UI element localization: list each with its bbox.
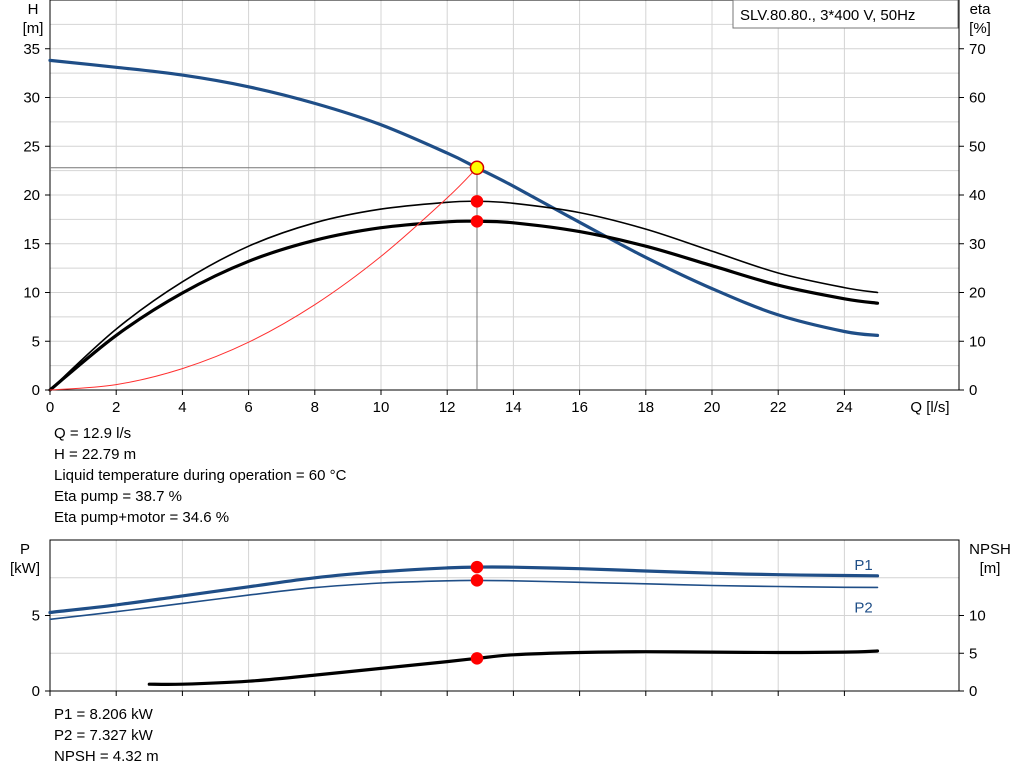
operating-point-marker (470, 560, 484, 574)
y-axis-label-left: P (20, 541, 30, 558)
readout-npsh: NPSH = 4.32 m (54, 748, 159, 765)
y-tick-label-right: 70 (969, 41, 986, 58)
y-tick-label-right: 40 (969, 187, 986, 204)
power-readouts: P1 = 8.206 kW P2 = 7.327 kW NPSH = 4.32 … (54, 704, 159, 767)
y-tick-label-right: 20 (969, 285, 986, 302)
y-tick-label-left: 20 (23, 187, 40, 204)
y-axis-label-right: [m] (980, 560, 1001, 577)
operating-point-marker (470, 574, 484, 587)
readout-p2: P2 = 7.327 kW (54, 727, 153, 744)
y-tick-label-left: 10 (23, 285, 40, 302)
readout-liquid-temperature: Liquid temperature during operation = 60… (54, 467, 347, 484)
y-axis-label-left: [m] (23, 20, 44, 37)
y-tick-label-left: 5 (32, 608, 40, 625)
series-line-3 (49, 167, 478, 391)
operating-point-marker (469, 160, 485, 176)
y-axis-label-right: NPSH (969, 541, 1011, 558)
readout-eta-pump: Eta pump = 38.7 % (54, 488, 182, 505)
y-tick-label-right: 50 (969, 138, 986, 155)
operating-point-readouts: Q = 12.9 l/s H = 22.79 m Liquid temperat… (54, 423, 346, 528)
y-tick-label-right: 5 (969, 645, 977, 662)
y-tick-label-right: 30 (969, 236, 986, 253)
y-axis-label-left: H (28, 1, 39, 18)
x-tick-label: 22 (770, 399, 787, 416)
operating-point-marker (470, 195, 484, 208)
readout-p1: P1 = 8.206 kW (54, 706, 153, 723)
y-tick-label-right: 0 (969, 683, 977, 700)
series-line-1 (49, 200, 879, 391)
x-tick-label: 4 (178, 399, 186, 416)
y-tick-label-right: 10 (969, 333, 986, 350)
x-tick-label: 12 (439, 399, 456, 416)
y-axis-label-right: eta (970, 1, 992, 18)
x-tick-label: 16 (571, 399, 588, 416)
x-tick-label: 14 (505, 399, 522, 416)
x-tick-label: 2 (112, 399, 120, 416)
chart-title: SLV.80.80., 3*400 V, 50Hz (740, 7, 915, 24)
y-tick-label-left: 0 (32, 382, 40, 399)
y-tick-label-left: 15 (23, 236, 40, 253)
series-label-p2: P2 (854, 599, 872, 616)
x-tick-label: 10 (373, 399, 390, 416)
series-line-2 (147, 649, 880, 687)
series-line-p1 (48, 565, 880, 615)
operating-point-marker (470, 215, 484, 228)
operating-point-marker (470, 652, 484, 665)
chart-title-box (732, 0, 959, 29)
x-tick-label: 8 (311, 399, 319, 416)
readout-head: H = 22.79 m (54, 446, 137, 463)
y-tick-label-right: 10 (969, 608, 986, 625)
y-tick-label-left: 35 (23, 41, 40, 58)
x-tick-label: 20 (704, 399, 721, 416)
x-axis-label: Q [l/s] (910, 399, 949, 416)
x-tick-label: 18 (637, 399, 654, 416)
readout-flow: Q = 12.9 l/s (54, 425, 132, 442)
series-line-0 (48, 58, 880, 337)
series-label-p1: P1 (854, 557, 872, 574)
y-tick-label-right: 60 (969, 90, 986, 107)
readout-eta-pump-motor: Eta pump+motor = 34.6 % (54, 509, 230, 526)
x-tick-label: 6 (244, 399, 252, 416)
y-tick-label-left: 25 (23, 138, 40, 155)
y-tick-label-left: 5 (32, 333, 40, 350)
y-tick-label-right: 0 (969, 382, 977, 399)
y-axis-label-left: [kW] (10, 560, 40, 577)
series-line-p2 (49, 579, 879, 621)
x-tick-label: 24 (836, 399, 853, 416)
power-npsh-plot: 0 5 0 5 10 P [kW] NPSH [m] P1 P2 (10, 539, 1011, 700)
y-axis-label-right: [%] (969, 20, 991, 37)
x-tick-label: 0 (46, 399, 54, 416)
y-tick-label-left: 30 (23, 90, 40, 107)
y-tick-label-left: 0 (32, 683, 40, 700)
